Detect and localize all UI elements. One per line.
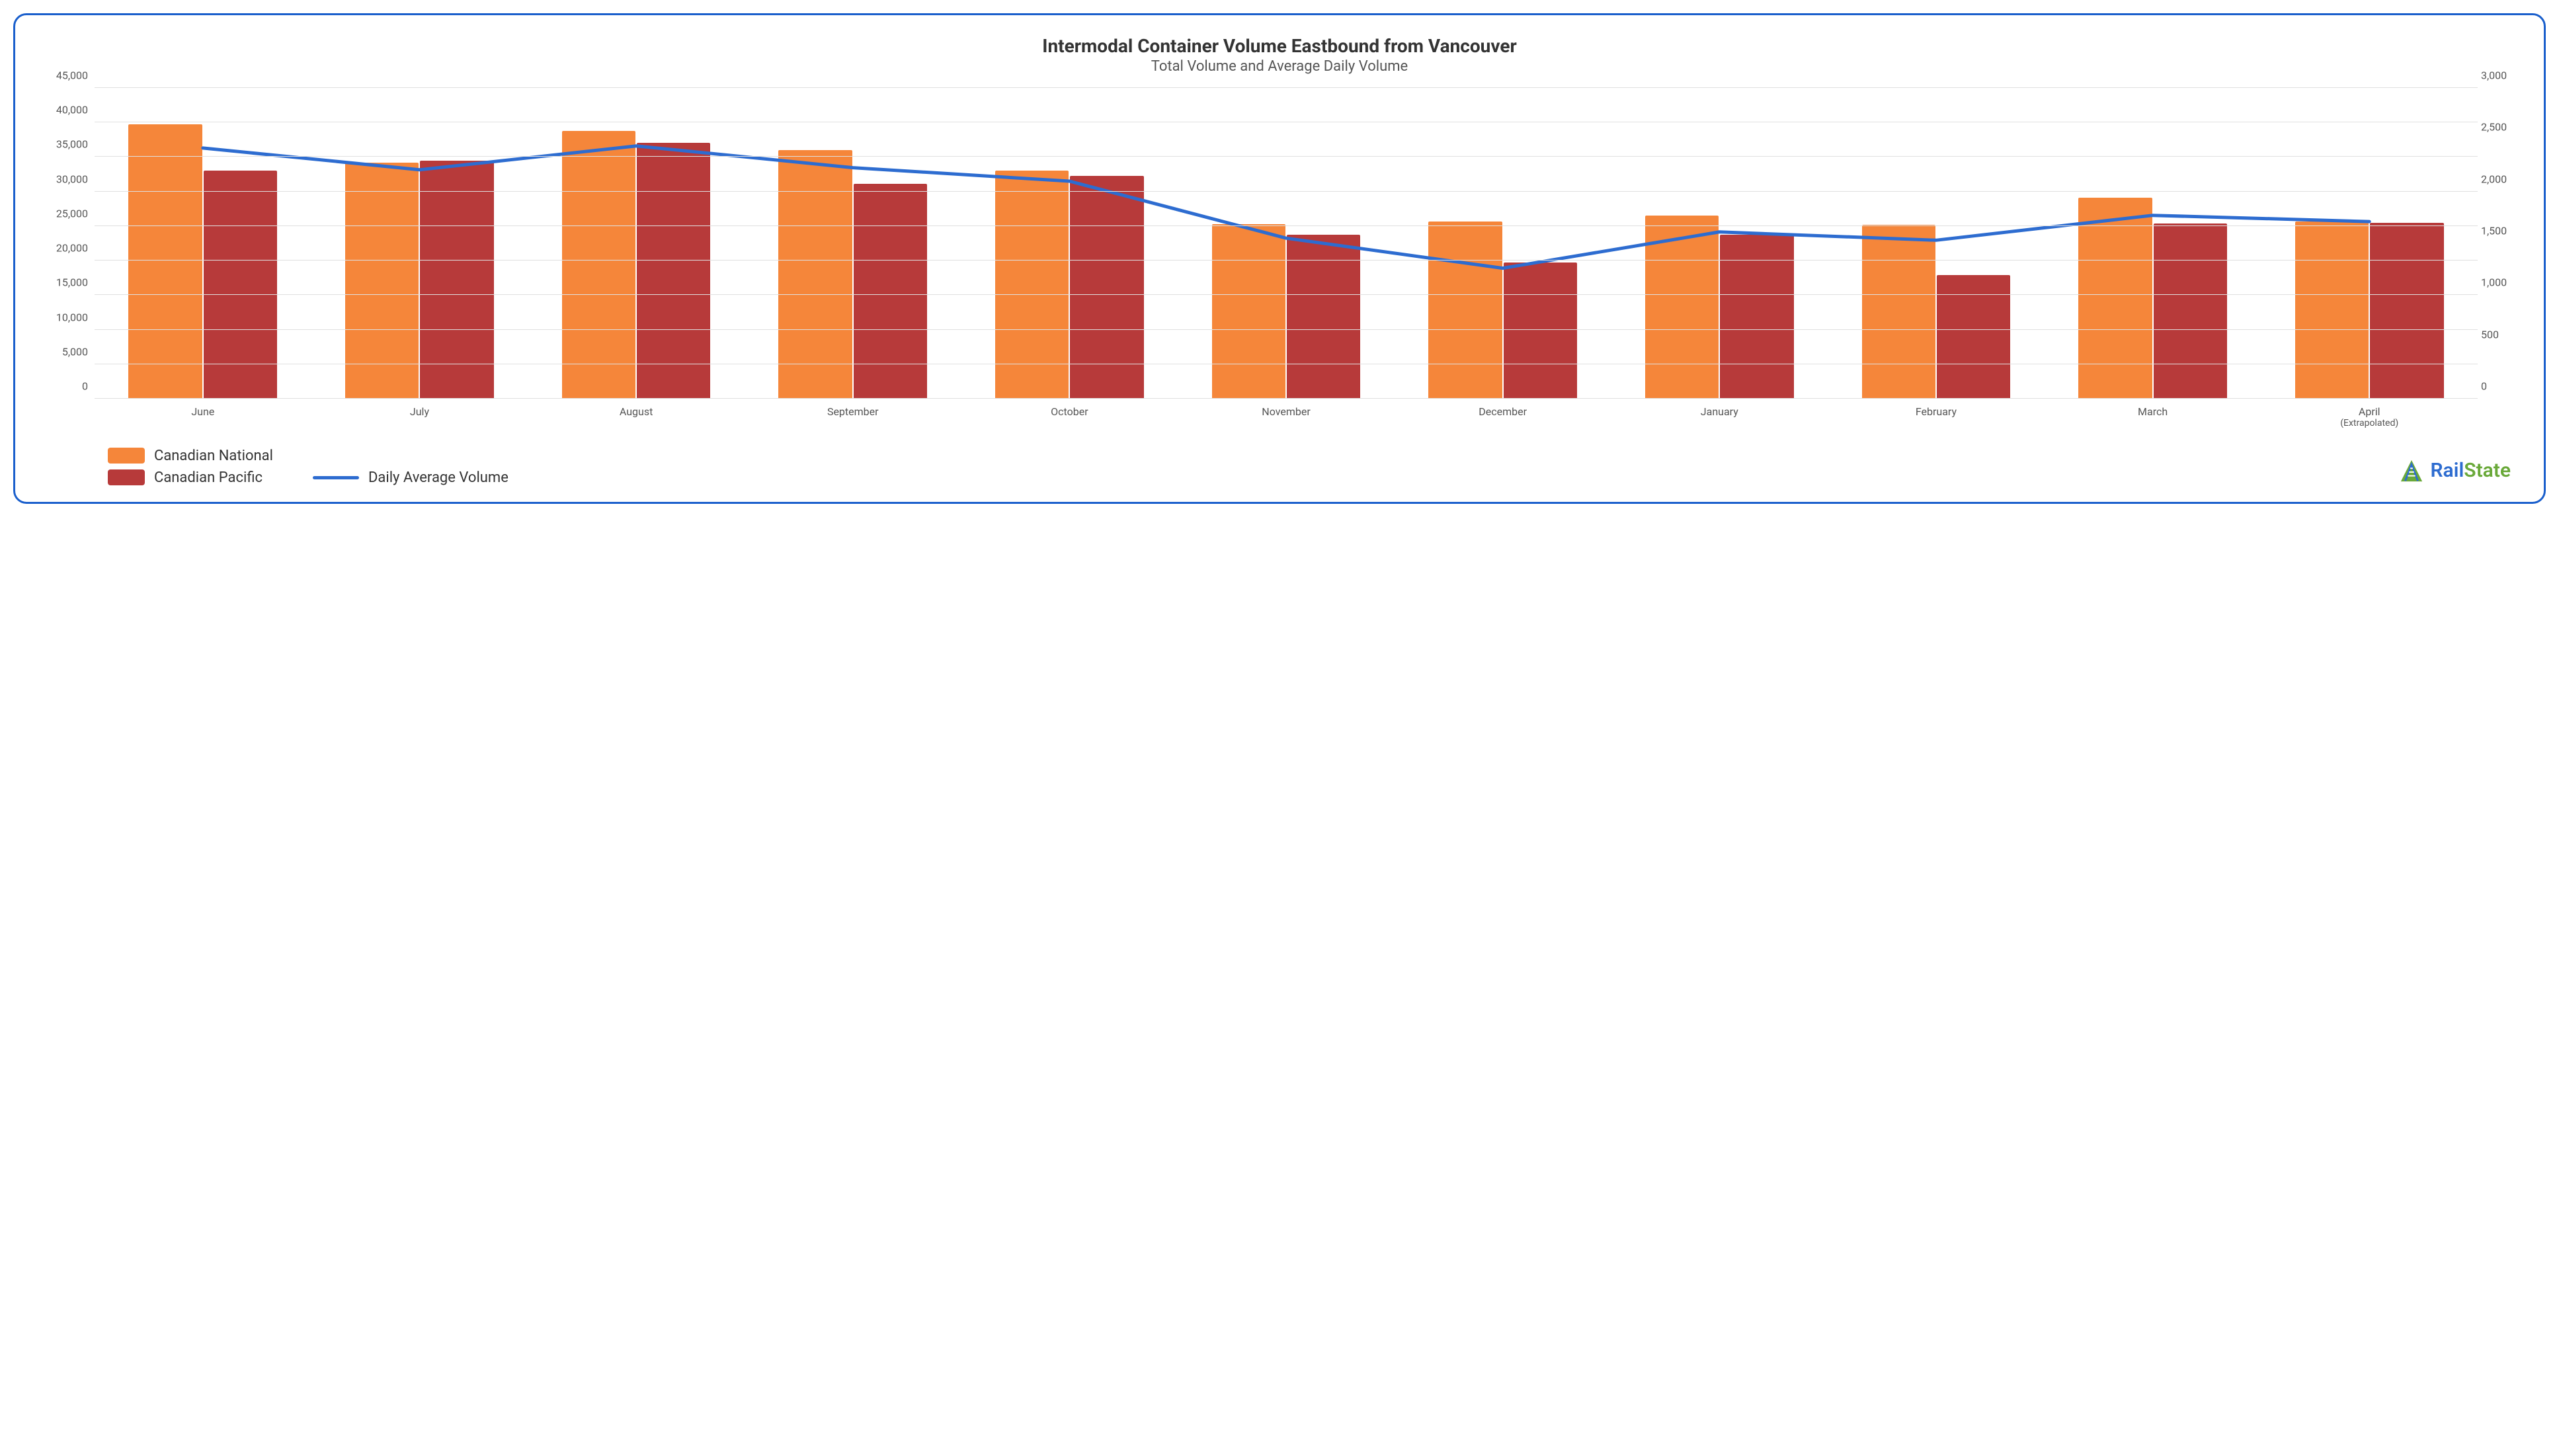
y-left-tick-label: 35,000 bbox=[42, 138, 88, 151]
bar bbox=[128, 124, 202, 399]
bar bbox=[1428, 222, 1502, 399]
y-right-tick-label: 2,000 bbox=[2481, 173, 2521, 185]
x-tick-label: December bbox=[1395, 405, 1611, 429]
legend-label: Canadian National bbox=[154, 448, 273, 464]
y-left-tick-label: 25,000 bbox=[42, 207, 88, 220]
y-left-tick-label: 5,000 bbox=[42, 345, 88, 358]
month-group bbox=[1611, 88, 1828, 399]
grid-line bbox=[95, 398, 2478, 399]
legend: Canadian National Canadian Pacific Daily… bbox=[108, 448, 2517, 486]
grid-line bbox=[95, 87, 2478, 88]
month-group bbox=[95, 88, 311, 399]
legend-label: Canadian Pacific bbox=[154, 469, 263, 486]
month-group bbox=[1178, 88, 1395, 399]
y-left-tick-label: 0 bbox=[42, 380, 88, 393]
bar bbox=[1937, 275, 2010, 399]
month-group bbox=[2261, 88, 2478, 399]
month-group bbox=[745, 88, 961, 399]
bar bbox=[2078, 198, 2152, 399]
x-tick-label: September bbox=[745, 405, 961, 429]
x-tick-label: April(Extrapolated) bbox=[2261, 405, 2478, 429]
x-tick-label: February bbox=[1828, 405, 2045, 429]
bar bbox=[995, 171, 1069, 399]
bar bbox=[854, 184, 927, 399]
month-group bbox=[1395, 88, 1611, 399]
railstate-logo: RailState bbox=[2399, 458, 2511, 483]
month-group bbox=[311, 88, 528, 399]
x-tick-label: January bbox=[1611, 405, 1828, 429]
legend-column: Canadian National Canadian Pacific bbox=[108, 448, 273, 486]
grid-line bbox=[95, 225, 2478, 226]
y-left-tick-label: 45,000 bbox=[42, 69, 88, 82]
chart-container: Intermodal Container Volume Eastbound fr… bbox=[13, 13, 2546, 504]
month-group bbox=[2045, 88, 2261, 399]
y-left-tick-label: 40,000 bbox=[42, 104, 88, 116]
chart-subtitle: Total Volume and Average Daily Volume bbox=[42, 58, 2517, 75]
bar bbox=[1862, 225, 1935, 399]
legend-label: Daily Average Volume bbox=[368, 469, 508, 486]
x-tick-label: March bbox=[2045, 405, 2261, 429]
month-group bbox=[1828, 88, 2045, 399]
bar bbox=[778, 150, 852, 399]
y-right-tick-label: 2,500 bbox=[2481, 121, 2521, 134]
x-tick-label: October bbox=[961, 405, 1178, 429]
bar bbox=[637, 143, 710, 399]
bar bbox=[204, 171, 277, 399]
y-right-tick-label: 500 bbox=[2481, 328, 2521, 341]
grid-line bbox=[95, 260, 2478, 261]
y-right-tick-label: 3,000 bbox=[2481, 69, 2521, 82]
grid-line bbox=[95, 329, 2478, 330]
logo-text-rail: Rail bbox=[2431, 459, 2464, 482]
bar bbox=[1645, 216, 1719, 399]
legend-item-cn: Canadian National bbox=[108, 448, 273, 464]
grid-line bbox=[95, 156, 2478, 157]
legend-swatch-cp bbox=[108, 469, 145, 485]
railstate-logo-icon bbox=[2399, 458, 2424, 483]
month-group bbox=[961, 88, 1178, 399]
logo-text: RailState bbox=[2431, 459, 2511, 482]
bars-layer bbox=[95, 88, 2478, 399]
bar bbox=[562, 131, 635, 399]
bar bbox=[2154, 223, 2227, 399]
plot-area: 05,00010,00015,00020,00025,00030,00035,0… bbox=[95, 88, 2478, 399]
grid-line bbox=[95, 191, 2478, 192]
y-left-tick-label: 30,000 bbox=[42, 173, 88, 185]
y-right-tick-label: 1,500 bbox=[2481, 225, 2521, 237]
x-axis-labels: JuneJulyAugustSeptemberOctoberNovemberDe… bbox=[95, 405, 2478, 429]
bar bbox=[1070, 176, 1143, 399]
x-tick-label: June bbox=[95, 405, 311, 429]
y-right-tick-label: 0 bbox=[2481, 380, 2521, 393]
y-right-tick-label: 1,000 bbox=[2481, 276, 2521, 289]
bar bbox=[2295, 222, 2369, 399]
y-left-tick-label: 10,000 bbox=[42, 311, 88, 323]
grid-line bbox=[95, 294, 2478, 295]
x-tick-label-extra: (Extrapolated) bbox=[2261, 418, 2478, 429]
legend-item-cp: Canadian Pacific bbox=[108, 469, 273, 486]
logo-text-state: State bbox=[2464, 459, 2511, 482]
x-tick-label: November bbox=[1178, 405, 1395, 429]
y-left-tick-label: 20,000 bbox=[42, 242, 88, 255]
x-tick-label: July bbox=[311, 405, 528, 429]
x-tick-label: August bbox=[528, 405, 745, 429]
bar bbox=[1212, 224, 1285, 399]
chart-title: Intermodal Container Volume Eastbound fr… bbox=[42, 35, 2517, 57]
bar bbox=[1504, 263, 1577, 399]
month-group bbox=[528, 88, 745, 399]
y-left-tick-label: 15,000 bbox=[42, 276, 88, 289]
legend-line-swatch bbox=[313, 476, 359, 479]
bar bbox=[2370, 223, 2443, 399]
legend-item-line: Daily Average Volume bbox=[313, 469, 508, 486]
legend-swatch-cn bbox=[108, 448, 145, 464]
